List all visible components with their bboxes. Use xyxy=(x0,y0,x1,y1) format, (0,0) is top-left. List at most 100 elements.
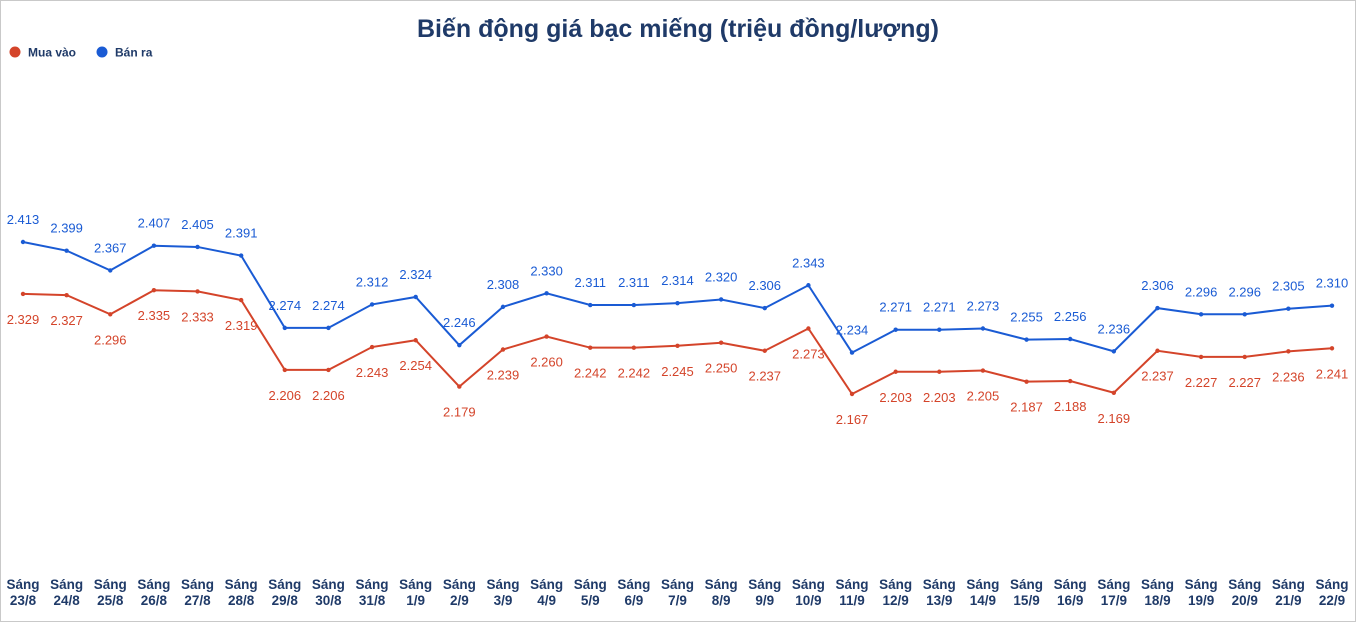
data-point xyxy=(806,326,811,331)
data-label: 2.255 xyxy=(1010,310,1043,325)
x-tick-label: Sáng 20/9 xyxy=(1228,577,1262,608)
data-point xyxy=(762,305,767,311)
data-point xyxy=(1329,346,1335,351)
data-label: 2.311 xyxy=(618,275,650,290)
chart-title: Biến động giá bạc miếng (triệu đồng/lượn… xyxy=(417,15,939,43)
data-point xyxy=(893,369,898,374)
data-label: 2.405 xyxy=(181,217,214,232)
x-tick-label: Sáng 19/9 xyxy=(1184,577,1218,608)
x-tick-label: Sáng 25/8 xyxy=(93,577,127,608)
x-tick-label: Sáng 12/9 xyxy=(879,577,913,608)
data-point xyxy=(1242,354,1247,360)
data-label: 2.319 xyxy=(225,318,258,333)
data-label: 2.205 xyxy=(967,389,1000,404)
data-label: 2.274 xyxy=(269,298,302,313)
data-label: 2.239 xyxy=(487,368,520,383)
data-point xyxy=(588,302,593,308)
legend-label: Mua vào xyxy=(28,46,76,60)
data-label: 2.310 xyxy=(1316,276,1349,291)
data-label: 2.234 xyxy=(836,323,869,338)
data-point xyxy=(195,244,200,250)
data-point xyxy=(849,391,855,397)
data-point xyxy=(238,297,244,303)
data-point xyxy=(980,368,986,373)
data-point xyxy=(500,347,506,352)
data-point xyxy=(1155,348,1160,353)
data-point xyxy=(64,292,69,298)
data-point xyxy=(675,343,680,349)
data-label: 2.399 xyxy=(50,221,83,236)
data-point xyxy=(1024,379,1029,384)
data-point xyxy=(282,325,287,331)
x-tick-label: Sáng 8/9 xyxy=(704,577,738,608)
x-tick-label: Sáng 6/9 xyxy=(617,577,651,608)
data-label: 2.296 xyxy=(1185,284,1218,299)
data-label: 2.311 xyxy=(574,275,606,290)
data-label: 2.296 xyxy=(1228,284,1261,299)
data-point xyxy=(1024,337,1029,342)
data-point xyxy=(1155,305,1160,311)
data-label: 2.335 xyxy=(138,308,171,323)
x-tick-label: Sáng 22/9 xyxy=(1315,577,1349,608)
data-point xyxy=(544,334,549,339)
data-point xyxy=(631,302,637,308)
x-tick-label: Sáng 28/8 xyxy=(224,577,258,608)
data-point xyxy=(1111,390,1117,395)
data-point xyxy=(937,369,942,374)
data-point xyxy=(893,327,898,332)
data-label: 2.308 xyxy=(487,277,520,292)
data-label: 2.271 xyxy=(879,300,912,315)
data-label: 2.250 xyxy=(705,361,738,376)
legend-marker xyxy=(9,46,21,58)
data-point xyxy=(980,326,986,331)
data-point xyxy=(369,302,375,307)
x-tick-label: Sáng 3/9 xyxy=(486,577,520,608)
data-point xyxy=(588,345,593,350)
data-point xyxy=(151,287,157,293)
data-label: 2.256 xyxy=(1054,309,1087,324)
x-tick-label: Sáng 18/9 xyxy=(1140,577,1174,608)
data-point xyxy=(457,384,462,389)
data-point xyxy=(1068,378,1073,384)
data-point xyxy=(718,297,724,302)
data-label: 2.273 xyxy=(967,299,1000,314)
data-point xyxy=(108,268,113,273)
data-label: 2.312 xyxy=(356,274,389,289)
data-point xyxy=(937,327,942,332)
data-label: 2.179 xyxy=(443,405,476,420)
data-label: 2.236 xyxy=(1098,321,1131,336)
data-point xyxy=(413,294,418,300)
data-label: 2.237 xyxy=(1141,369,1174,384)
data-point xyxy=(1329,303,1335,308)
data-point xyxy=(1068,336,1073,342)
data-point xyxy=(457,342,462,348)
data-point xyxy=(326,367,331,373)
data-point xyxy=(1286,349,1291,354)
x-tick-label: Sáng 30/8 xyxy=(311,577,345,608)
data-label: 2.169 xyxy=(1098,411,1131,426)
data-point xyxy=(413,338,418,343)
data-label: 2.324 xyxy=(399,267,432,282)
legend-label: Bán ra xyxy=(115,46,153,60)
x-tick-label: Sáng 2/9 xyxy=(442,577,476,608)
data-label: 2.236 xyxy=(1272,369,1305,384)
x-tick-label: Sáng 4/9 xyxy=(530,577,564,608)
data-label: 2.333 xyxy=(181,309,214,324)
x-tick-label: Sáng 31/8 xyxy=(355,577,389,608)
x-tick-label: Sáng 14/9 xyxy=(966,577,1000,608)
x-tick-label: Sáng 10/9 xyxy=(791,577,825,608)
data-label: 2.320 xyxy=(705,269,738,284)
data-point xyxy=(64,248,69,253)
x-tick-label: Sáng 1/9 xyxy=(399,577,433,608)
data-label: 2.187 xyxy=(1010,400,1043,415)
x-tick-label: Sáng 11/9 xyxy=(835,577,869,608)
x-tick-label: Sáng 26/8 xyxy=(137,577,171,608)
x-tick-label: Sáng 29/8 xyxy=(268,577,302,608)
data-point xyxy=(675,300,680,306)
data-label: 2.254 xyxy=(399,358,432,373)
data-point xyxy=(20,239,26,245)
data-label: 2.271 xyxy=(923,300,956,315)
data-label: 2.329 xyxy=(7,312,40,327)
x-tick-label: Sáng 24/8 xyxy=(50,577,84,608)
